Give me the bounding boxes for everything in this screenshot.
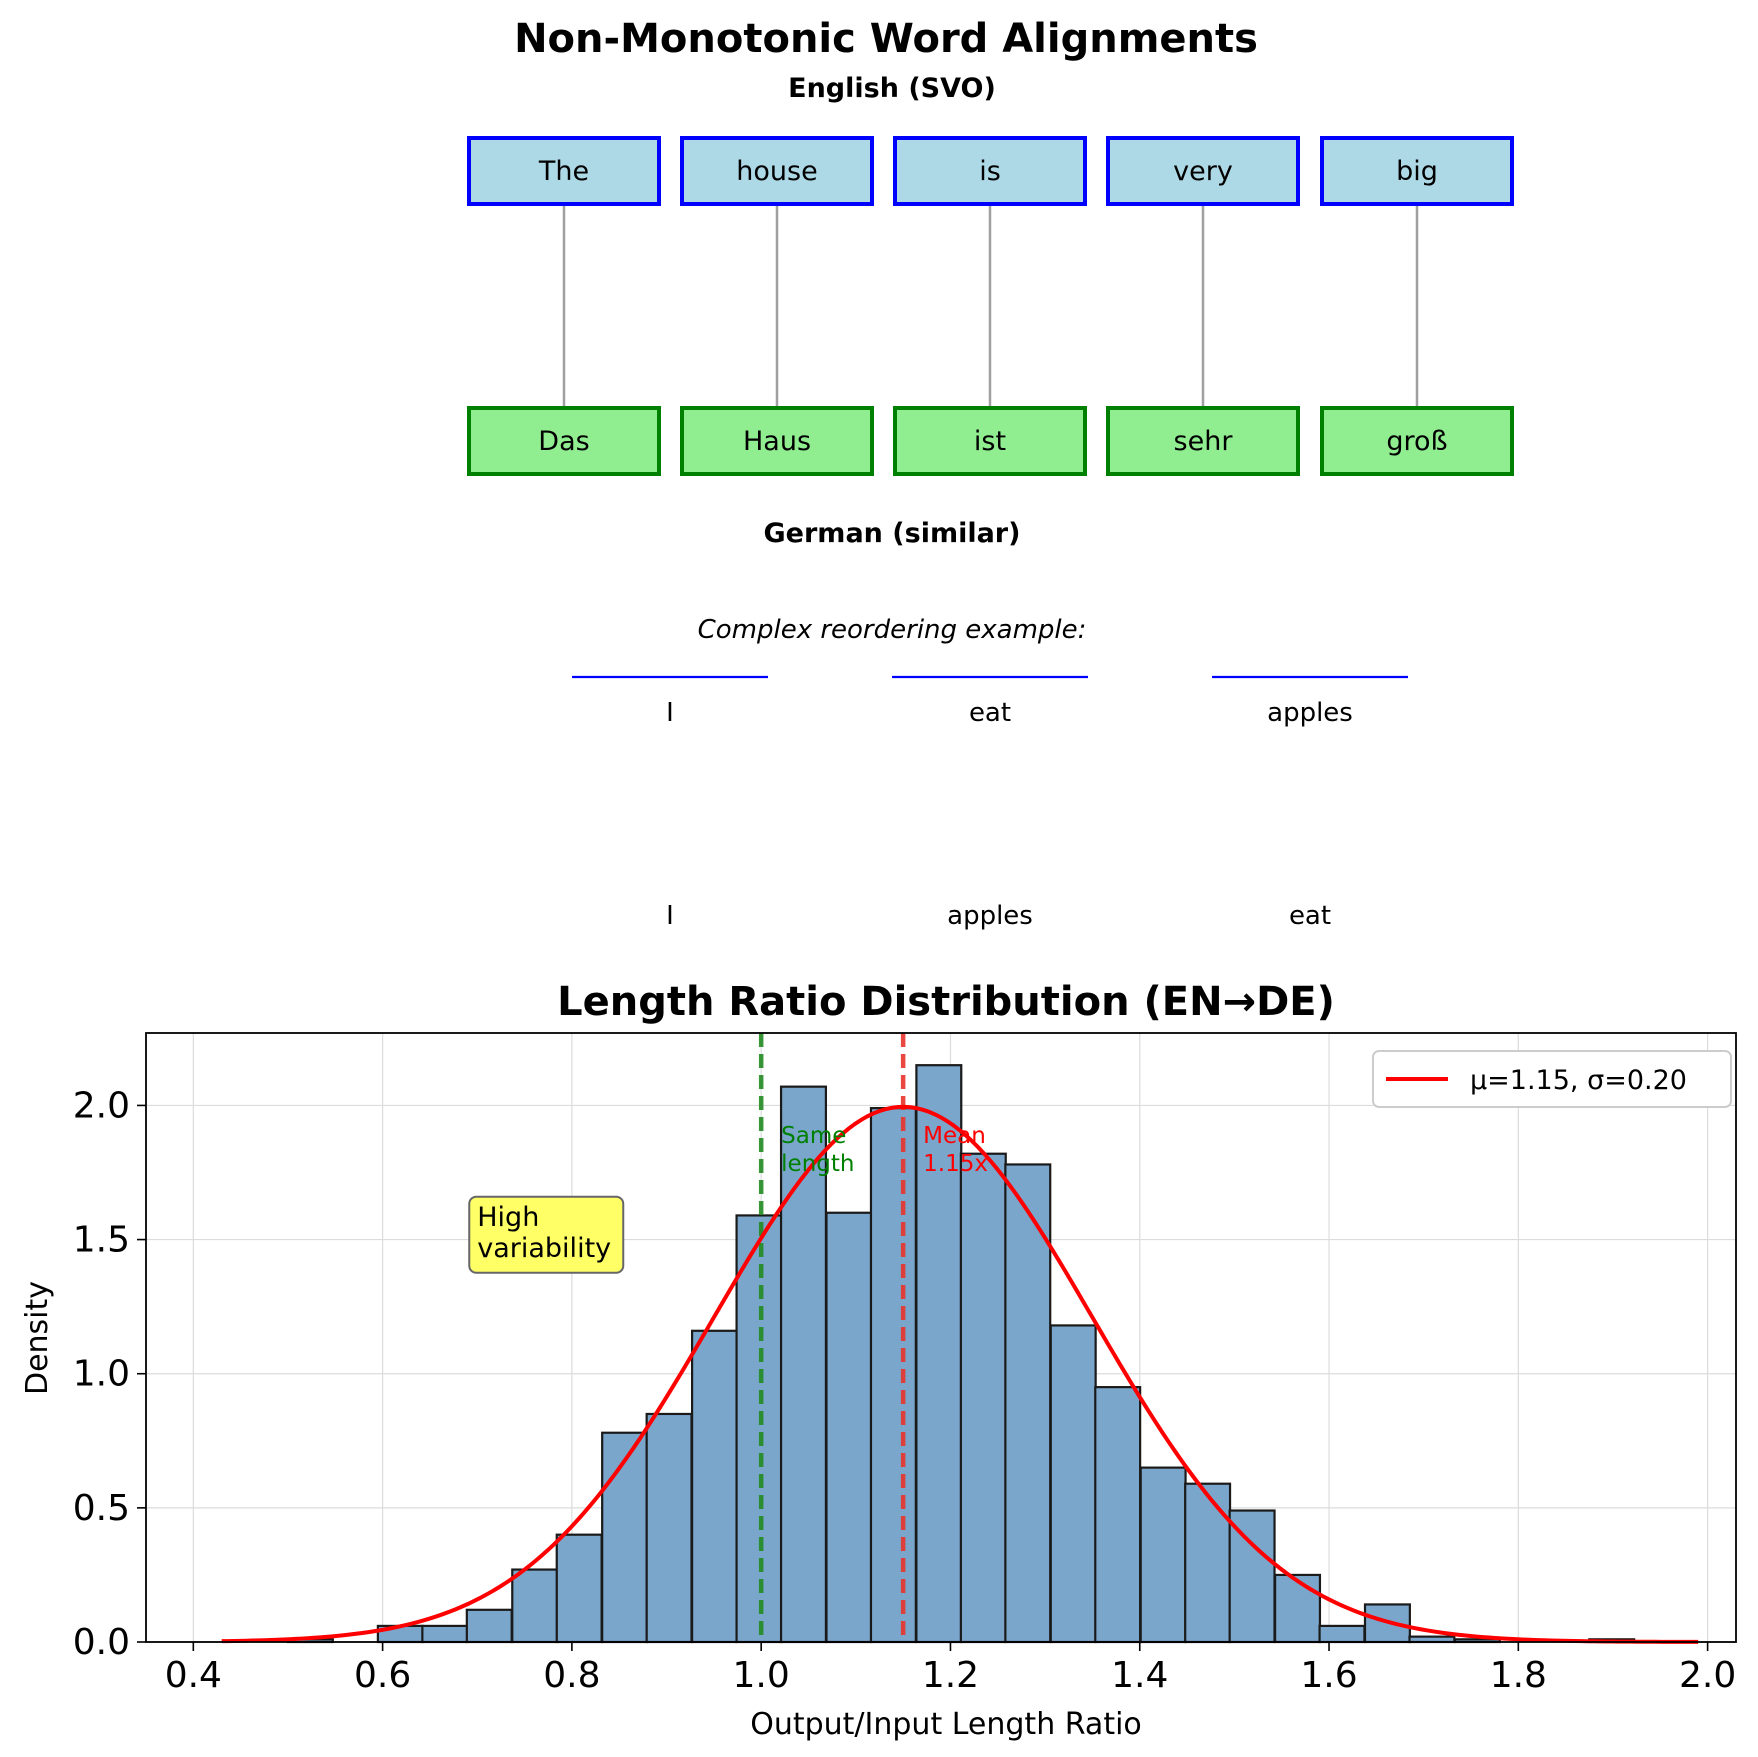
x-tick-label: 1.0: [733, 1655, 790, 1696]
histogram-bar: [735, 1214, 783, 1644]
target-word-label: groß: [1386, 426, 1447, 457]
complex-source-word: I: [666, 698, 674, 728]
histogram-bar: [915, 1064, 963, 1644]
histogram-bar: [1318, 1624, 1366, 1644]
target-word-label: ist: [974, 426, 1006, 457]
x-tick-label: 0.6: [354, 1655, 411, 1696]
normal-fit-curve: [221, 1104, 1699, 1644]
histogram-bar: [959, 1152, 1007, 1644]
histogram-bar: [825, 1211, 873, 1644]
source-word-row: The house is very big: [467, 136, 1514, 206]
target-word-row: Das Haus ist sehr groß: [467, 406, 1514, 476]
source-word-box: [1320, 136, 1514, 206]
histogram-bar: [1139, 1466, 1187, 1644]
chart-title: Length Ratio Distribution (EN→DE): [557, 979, 1335, 1025]
source-word-box: [680, 136, 874, 206]
reference-line-label-line: 1.15x: [923, 1151, 988, 1177]
x-tick-label: 1.4: [1111, 1655, 1168, 1696]
complex-target-word: I: [666, 901, 674, 931]
histogram-bar: [1184, 1482, 1232, 1644]
reference-line-label: Same length: [781, 1123, 854, 1177]
histogram-bar: [1273, 1573, 1322, 1644]
complex-target-word: apples: [947, 901, 1033, 931]
x-tick-label: 2.0: [1679, 1655, 1736, 1696]
alignment-title: Non-Monotonic Word Alignments: [514, 16, 1258, 62]
legend: μ=1.15, σ=0.20: [1372, 1050, 1732, 1108]
source-word-box: [467, 136, 661, 206]
source-word-label: house: [736, 156, 817, 187]
source-word-label: big: [1396, 156, 1438, 187]
x-tick-label: 0.8: [543, 1655, 600, 1696]
target-word-box: [1106, 406, 1300, 476]
x-tick-label: 1.2: [922, 1655, 979, 1696]
histogram-bar: [421, 1624, 469, 1644]
histogram-bar: [465, 1608, 513, 1644]
x-tick-label: 1.6: [1300, 1655, 1357, 1696]
y-tick-label: 0.0: [73, 1622, 130, 1663]
complex-source-word: apples: [1267, 698, 1353, 728]
target-word-box: [680, 406, 874, 476]
y-tick-label: 1.5: [73, 1220, 130, 1261]
reference-line-label: Mean 1.15x: [923, 1123, 988, 1177]
source-word-box: [1106, 136, 1300, 206]
histogram-bar: [1228, 1509, 1276, 1644]
histogram-bar: [511, 1568, 559, 1644]
alignment-links: [562, 205, 1419, 407]
x-axis-ticks: 0.4 0.6 0.8 1.0 1.2 1.4 1.6 1.8 2.0: [165, 1642, 1736, 1696]
source-word-label: The: [538, 156, 589, 187]
y-tick-label: 2.0: [73, 1085, 130, 1126]
histogram-bar: [601, 1431, 649, 1644]
target-word-box: [893, 406, 1087, 476]
y-tick-label: 0.5: [73, 1488, 130, 1529]
target-word-box: [467, 406, 661, 476]
y-tick-label: 1.0: [73, 1354, 130, 1395]
histogram-bar: [690, 1329, 739, 1644]
y-axis-ticks: 0.0 0.5 1.0 1.5 2.0: [73, 1085, 146, 1663]
target-word-box: [1320, 406, 1514, 476]
legend-label: μ=1.15, σ=0.20: [1470, 1065, 1687, 1096]
reference-lines: [758, 1033, 906, 1642]
legend-box: [1372, 1050, 1732, 1108]
source-word-box: [893, 136, 1087, 206]
complex-source-word: eat: [969, 698, 1011, 728]
x-axis-label: Output/Input Length Ratio: [750, 1707, 1142, 1742]
annotation-text-line: High: [477, 1202, 539, 1233]
x-tick-label: 0.4: [165, 1655, 222, 1696]
complex-target-word: eat: [1289, 901, 1331, 931]
annotation-text: High variability: [477, 1202, 611, 1264]
reference-line-label-line: Same: [781, 1123, 846, 1149]
target-word-label: Haus: [743, 426, 811, 457]
alignment-panel: Non-Monotonic Word Alignments English (S…: [467, 16, 1514, 931]
histogram-bar: [1094, 1386, 1142, 1644]
histogram-bar: [645, 1412, 693, 1644]
histogram-bar: [1049, 1324, 1097, 1644]
source-word-label: is: [979, 156, 1001, 187]
target-word-label: Das: [538, 426, 589, 457]
annotation-text-line: variability: [477, 1233, 611, 1264]
reference-line-label-line: length: [781, 1151, 854, 1177]
target-word-label: sehr: [1174, 426, 1234, 457]
complex-example-label: Complex reordering example:: [698, 615, 1087, 645]
annotation-box: [468, 1195, 625, 1274]
reference-line-label-line: Mean: [923, 1123, 986, 1149]
plot-frame: [145, 1032, 1737, 1643]
y-axis-label: Density: [20, 1281, 55, 1395]
reference-line-labels: Same length Mean 1.15x: [781, 1123, 988, 1177]
histogram-bar: [869, 1107, 917, 1644]
high-variability-annotation: High variability: [468, 1195, 625, 1274]
x-tick-label: 1.8: [1490, 1655, 1547, 1696]
histogram-bar: [555, 1533, 603, 1644]
source-language-label: English (SVO): [788, 73, 996, 104]
source-word-label: very: [1173, 156, 1233, 187]
histogram-panel: Length Ratio Distribution (EN→DE) Same le…: [20, 979, 1737, 1742]
target-language-label: German (similar): [764, 518, 1021, 549]
